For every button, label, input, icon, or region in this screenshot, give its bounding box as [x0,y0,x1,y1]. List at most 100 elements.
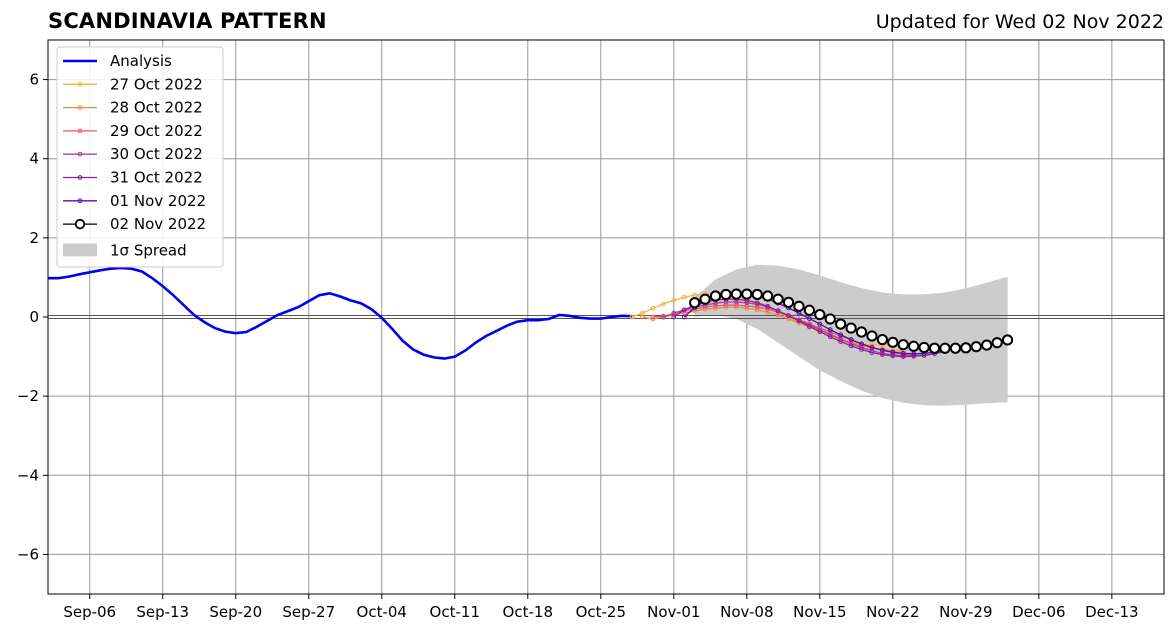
data-point [741,288,753,300]
data-point [754,304,760,310]
data-point [709,290,722,302]
legend-item-27-oct-2022: 27 Oct 2022 [63,75,203,93]
data-point [786,313,791,319]
data-point [806,316,812,321]
legend-item-01-nov-2022: 01 Nov 2022 [63,192,206,210]
data-point [744,303,750,309]
legend-label: 28 Oct 2022 [110,99,203,117]
x-tick-label: Dec-06 [1012,603,1066,621]
data-point [890,349,896,355]
data-point [960,342,972,354]
legend-item-02-nov-2022: 02 Nov 2022 [63,215,206,233]
data-point [879,352,885,357]
data-point [720,288,732,301]
y-tick-label: 4 [29,150,39,168]
data-point [650,314,656,320]
legend-item-31-oct-2022: 31 Oct 2022 [63,169,203,187]
legend-label: 1σ Spread [110,241,187,259]
legend-label: 29 Oct 2022 [110,122,203,140]
data-point [723,302,729,308]
legend-marker [74,218,86,230]
legend-marker [77,198,83,204]
legend-marker [77,128,83,134]
data-point [629,314,635,320]
series-02-nov-2022 [689,288,1014,354]
data-point [869,350,875,356]
data-point [949,342,962,354]
x-tick-label: Oct-11 [430,603,480,621]
data-point [887,336,899,348]
data-point [835,318,847,330]
data-point [806,324,812,329]
x-tick-label: Sep-27 [282,603,335,621]
data-point [900,351,906,356]
x-tick-label: Nov-29 [939,603,992,621]
data-point [859,347,864,352]
data-point [762,290,774,302]
series-analysis [48,266,633,360]
y-tick-label: 6 [29,71,39,89]
legend-label: Analysis [110,52,172,70]
x-tick-label: Nov-08 [720,603,773,621]
legend-label: 02 Nov 2022 [110,215,206,233]
data-point [866,330,878,342]
data-point [827,327,833,333]
data-point [859,341,864,347]
data-point [671,297,677,303]
legend-item-spread: 1σ Spread [63,241,187,259]
data-point [765,309,771,315]
legend-item-analysis: Analysis [63,52,172,70]
x-tick-label: Sep-13 [136,603,189,621]
legend-marker [77,175,83,180]
data-point [928,342,941,354]
y-tick-label: 2 [29,229,39,247]
data-point [660,314,666,320]
page-title: SCANDINAVIA PATTERN [48,9,327,33]
data-point [900,354,906,359]
legend-swatch [63,243,97,257]
legend-label: 27 Oct 2022 [110,75,203,93]
data-point [793,300,805,312]
data-point [754,307,760,313]
spread-band [48,264,1164,406]
x-tick-label: Sep-20 [209,603,262,621]
data-point [845,322,857,334]
data-point [730,288,742,300]
data-point [772,293,784,305]
data-point [681,294,687,300]
data-point [814,309,826,321]
data-point [803,304,815,316]
data-point [911,351,917,357]
x-tick-label: Nov-15 [793,603,846,621]
data-point [723,299,729,305]
data-point [650,305,656,311]
data-point [692,292,698,298]
y-tick-label: −2 [17,387,39,405]
legend-marker [77,151,83,157]
axes: Sep-06 Sep-13 Sep-20 Sep-27 Oct-04 Oct-11 Oct-… [17,39,1165,621]
legend-label: 31 Oct 2022 [110,169,203,187]
data-point [838,332,844,338]
updated-date-label: Updated for Wed 02 Nov 2022 [875,11,1164,33]
grid-lines [48,40,1164,594]
x-tick-label: Dec-13 [1085,603,1139,621]
x-tick-label: Oct-18 [503,603,553,621]
data-point [671,314,677,320]
x-tick-label: Sep-06 [63,603,116,621]
x-tick-label: Nov-01 [647,603,700,621]
legend: Analysis 27 Oct 2022 28 Oct 2022 29 Oct 202… [56,46,224,268]
y-tick-label: −6 [17,545,39,563]
legend-box [56,46,224,268]
data-point [640,314,645,320]
legend-marker [77,105,83,110]
data-point [681,314,687,320]
y-tick-label: −4 [17,466,39,484]
legend-item-29-oct-2022: 29 Oct 2022 [63,122,203,140]
plot-frame [47,39,1165,595]
data-point [733,302,739,308]
data-point [981,339,993,351]
data-point [660,301,666,307]
data-point [733,299,739,305]
data-point [869,345,875,350]
